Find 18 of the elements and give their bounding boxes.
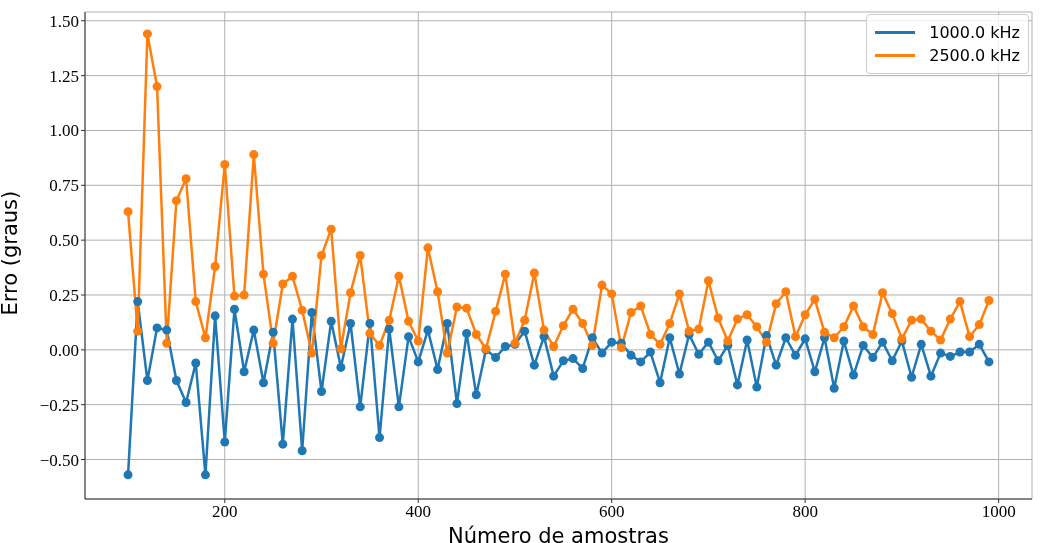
x-axis-title: Número de amostras — [448, 524, 669, 543]
legend-label: 1000.0 kHz — [929, 23, 1020, 42]
y-tick-label: 0.75 — [49, 176, 79, 196]
legend-label: 2500.0 kHz — [929, 46, 1020, 65]
y-tick-label: 1.25 — [49, 66, 79, 86]
y-tick-label: 0.00 — [49, 340, 79, 360]
x-tick-label: 1000 — [981, 502, 1016, 522]
y-tick-label: −0.50 — [39, 450, 79, 470]
x-tick-label: 200 — [212, 502, 238, 522]
x-tick-label: 800 — [792, 502, 818, 522]
y-tick-label: 0.50 — [49, 231, 79, 251]
y-axis-title: Erro (graus) — [0, 190, 23, 316]
y-tick-label: −0.25 — [39, 395, 79, 415]
x-tick-label: 600 — [598, 502, 625, 522]
y-tick-label: 0.25 — [49, 286, 79, 306]
x-tick-label: 400 — [405, 502, 431, 522]
y-tick-label: 1.00 — [49, 121, 79, 141]
y-tick-label: 1.50 — [49, 11, 79, 31]
